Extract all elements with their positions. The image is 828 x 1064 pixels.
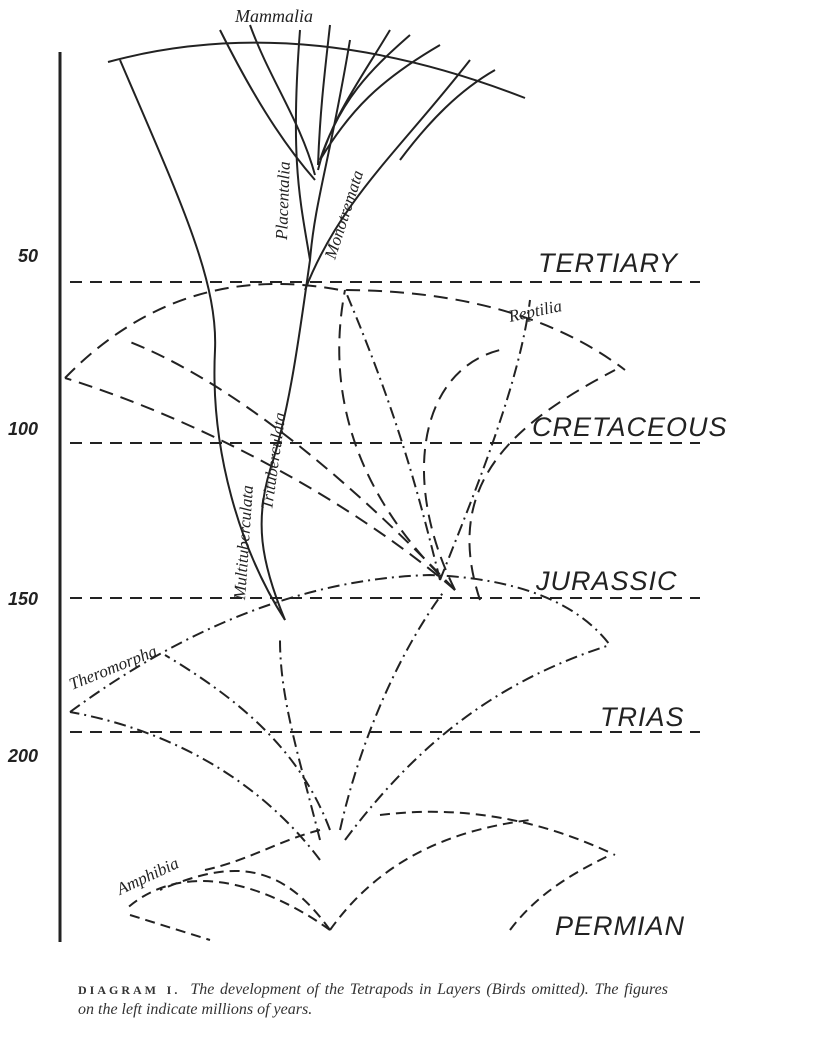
theromorph-branch-3 xyxy=(279,639,321,841)
reptilia-arc xyxy=(64,282,626,379)
amphibia-branch-1 xyxy=(124,880,331,931)
monotremata-branch xyxy=(304,59,471,291)
theromorph-branch-2 xyxy=(69,711,321,861)
caption-label: DIAGRAM I. xyxy=(78,983,181,997)
era-trias: TRIAS xyxy=(600,702,685,732)
theromorph-branch-6 xyxy=(344,289,441,581)
theromorph-branch-7 xyxy=(439,299,531,581)
amphibia-arc xyxy=(379,810,616,856)
theromorph-branch-5 xyxy=(344,644,611,841)
reptile-branch-1 xyxy=(64,377,456,591)
amphibia-branch-2 xyxy=(159,869,331,931)
theromorpha-arc xyxy=(69,573,611,713)
multituberculata-branch xyxy=(119,59,286,621)
amphibia-branch-6 xyxy=(129,914,211,941)
reptile-branch-5 xyxy=(468,369,616,601)
label-monotremata: Monotremata xyxy=(320,168,367,262)
trituberculata-branch xyxy=(260,39,351,621)
reptile-branch-4 xyxy=(422,349,501,591)
label-mammalia: Mammalia xyxy=(234,6,313,26)
caption-text: The development of the Tetrapods in Laye… xyxy=(78,981,668,1018)
amphibia-branch-3 xyxy=(204,829,321,871)
label-placentalia: Placentalia xyxy=(272,161,294,241)
era-cretaceous: CRETACEOUS xyxy=(532,412,728,442)
reptile-branch-2 xyxy=(124,339,456,591)
amphibia-branch-5 xyxy=(509,854,611,931)
era-tertiary: TERTIARY xyxy=(538,248,679,278)
mammalia-arc xyxy=(107,41,526,99)
label-reptilia: Reptilia xyxy=(506,296,564,326)
tick-200: 200 xyxy=(7,746,38,766)
tick-100: 100 xyxy=(8,419,38,439)
tick-50: 50 xyxy=(18,246,38,266)
placentalia-branch xyxy=(294,29,311,261)
reptile-branch-3 xyxy=(338,289,456,591)
amphibia-branch-4 xyxy=(329,819,531,931)
era-permian: PERMIAN xyxy=(555,911,685,941)
label-theromorpha: Theromorpha xyxy=(66,641,159,693)
era-jurassic: JURASSIC xyxy=(535,566,678,596)
theromorph-branch-4 xyxy=(339,589,446,831)
theromorph-branch-1 xyxy=(164,654,331,831)
mammal-radiation xyxy=(219,24,496,181)
tick-150: 150 xyxy=(8,589,38,609)
label-amphibia: Amphibia xyxy=(113,853,182,899)
figure-caption: DIAGRAM I. The development of the Tetrapo… xyxy=(78,980,668,1020)
label-multituberculata: Multituberculata xyxy=(230,485,257,602)
